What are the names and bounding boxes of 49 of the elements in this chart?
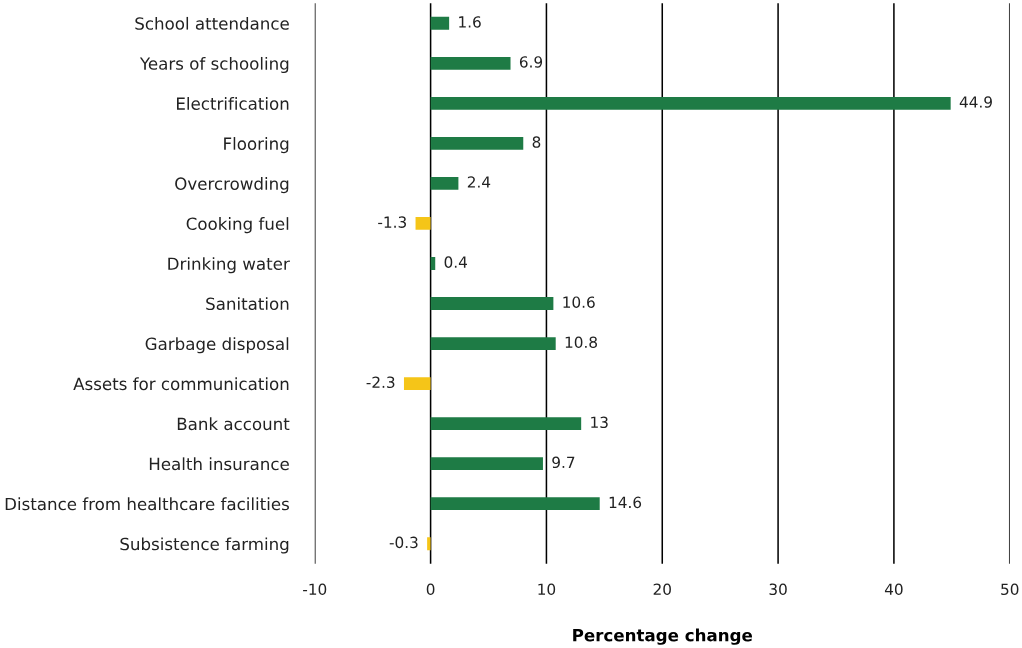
data-label: 9.7 xyxy=(552,456,575,469)
bar xyxy=(430,177,459,190)
x-tick-label: 10 xyxy=(538,583,556,596)
bar xyxy=(430,497,600,511)
x-axis-title: Percentage change xyxy=(573,628,753,645)
data-label: 6.9 xyxy=(519,56,543,68)
x-tick-label: 0 xyxy=(426,583,435,596)
bar xyxy=(427,537,431,551)
y-tick-label: Assets for communication xyxy=(73,377,289,391)
x-tick-label: 20 xyxy=(653,583,671,596)
y-tick-label: Subsistence farming xyxy=(120,537,289,554)
bar xyxy=(430,136,524,150)
bar xyxy=(430,457,543,471)
data-label: 8 xyxy=(532,136,541,148)
y-tick-label: Distance from healthcare facilities xyxy=(5,497,289,511)
x-tick-label: -10 xyxy=(303,583,327,596)
bar xyxy=(430,16,450,30)
data-label: 1.6 xyxy=(459,16,481,28)
y-tick-label: Years of schooling xyxy=(139,56,289,74)
data-label: 0.4 xyxy=(444,256,468,268)
y-tick-label: Electrification xyxy=(177,97,289,110)
x-tick-label: 40 xyxy=(884,583,903,596)
data-label: 10.6 xyxy=(563,296,595,308)
x-tick-label: 50 xyxy=(1001,583,1019,596)
bar xyxy=(415,217,431,230)
bar xyxy=(430,337,556,350)
y-tick-label: Garbage disposal xyxy=(145,337,289,354)
data-label: 2.4 xyxy=(467,176,491,188)
data-label: -0.3 xyxy=(389,536,418,549)
y-tick-label: Drinking water xyxy=(168,257,290,274)
data-label: 14.6 xyxy=(609,496,642,509)
y-tick-label: Bank account xyxy=(177,417,290,431)
bar xyxy=(430,297,554,310)
bar xyxy=(430,56,511,70)
data-label: -1.3 xyxy=(378,216,406,228)
x-tick-label: 30 xyxy=(769,583,787,596)
y-tick-label: Health insurance xyxy=(149,457,289,471)
bar xyxy=(430,96,951,110)
y-tick-label: Flooring xyxy=(224,137,289,154)
data-label: 10.8 xyxy=(565,336,597,348)
y-tick-label: Sanitation xyxy=(206,297,289,311)
data-label: 13 xyxy=(591,416,608,429)
y-tick-label: Cooking fuel xyxy=(186,217,289,234)
y-tick-label: School attendance xyxy=(135,16,289,30)
y-tick-label: Overcrowding xyxy=(175,177,289,194)
bar xyxy=(430,417,582,431)
bar xyxy=(403,377,431,390)
data-label: 44.9 xyxy=(959,96,992,108)
data-label: -2.3 xyxy=(366,376,395,389)
